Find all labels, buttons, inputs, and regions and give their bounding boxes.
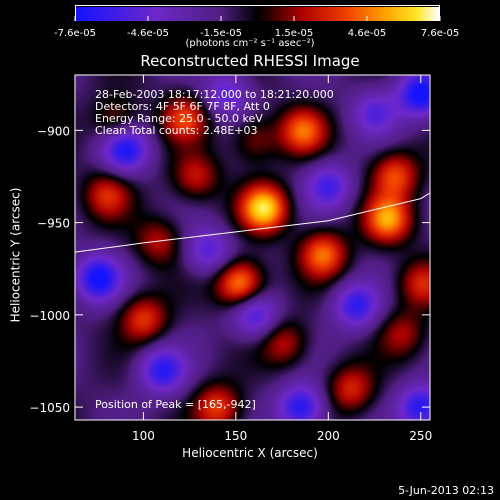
y-tick-label: −950 <box>37 217 70 231</box>
colorbar-tick-label: -7.6e-05 <box>54 28 96 39</box>
peak-position-label: Position of Peak = [165,-942] <box>95 398 256 411</box>
chart-title: Reconstructed RHESSI Image <box>140 52 360 70</box>
colorbar-tick-label: 4.6e-05 <box>348 28 386 39</box>
colorbar <box>75 5 440 21</box>
colorbar-gradient <box>76 7 439 21</box>
x-tick-label: 100 <box>132 429 155 443</box>
colorbar-units: (photons cm⁻² s⁻¹ asec⁻²) <box>185 38 315 49</box>
y-axis-label: Heliocentric Y (arcsec) <box>8 187 23 323</box>
y-tick-label: −1050 <box>29 401 70 415</box>
y-tick-label: −900 <box>37 124 70 138</box>
x-tick-label: 150 <box>224 429 247 443</box>
colorbar-tick-label: 7.6e-05 <box>421 28 459 39</box>
y-tick-label: −1000 <box>29 309 70 323</box>
x-tick-label: 200 <box>317 429 340 443</box>
colorbar-ticks: -7.6e-05 -4.6e-05 -1.5e-05 1.5e-05 4.6e-05 7.… <box>54 16 459 39</box>
x-axis-label: Heliocentric X (arcsec) <box>182 446 318 460</box>
colorbar-tick-label: -4.6e-05 <box>127 28 169 39</box>
colorbar-tick-label: 1.5e-05 <box>275 28 313 39</box>
date-stamp: 5-Jun-2013 02:13 <box>398 484 494 497</box>
info-counts: Clean Total counts: 2.48E+03 <box>95 124 258 137</box>
x-tick-label: 250 <box>409 429 432 443</box>
colorbar-tick-label: -1.5e-05 <box>200 28 242 39</box>
limb-line <box>75 192 430 253</box>
